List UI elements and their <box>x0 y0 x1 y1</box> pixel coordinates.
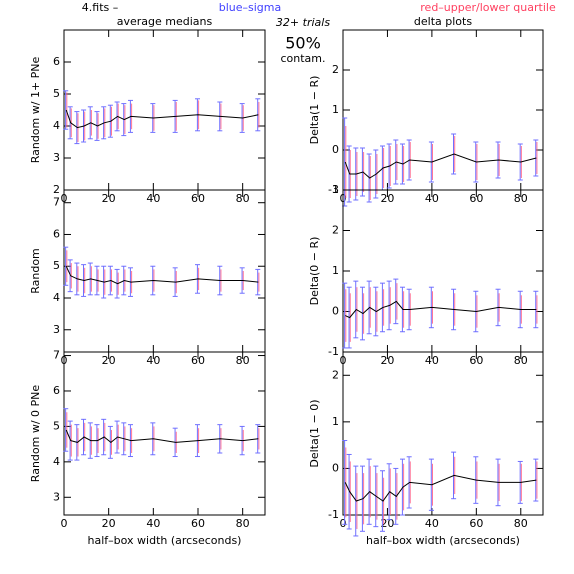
plot-frame <box>63 189 266 353</box>
x-tick-label: 80 <box>236 192 250 205</box>
y-tick-label: 7 <box>53 349 60 362</box>
panel-title: delta plots <box>414 15 472 28</box>
x-tick-label: 60 <box>191 517 205 530</box>
x-tick-label: 80 <box>514 517 528 530</box>
median-line <box>344 153 537 179</box>
plot-frame <box>342 29 544 191</box>
panel-title: average medians <box>117 15 213 28</box>
y-tick-label: 3 <box>53 151 60 164</box>
y-axis-label: Random w/ 0 PNe <box>29 385 42 483</box>
plot-frame <box>342 189 544 353</box>
y-tick-label: 2 <box>332 224 339 237</box>
y-tick-label: -1 <box>328 345 339 358</box>
x-tick-label: 40 <box>425 517 439 530</box>
x-axis-label: half–box width (arcseconds) <box>366 534 520 547</box>
y-tick-label: -1 <box>328 183 339 196</box>
y-tick-label: 6 <box>53 384 60 397</box>
file-label: 4.fits – <box>82 1 118 14</box>
median-line <box>65 109 259 129</box>
y-tick-label: 6 <box>53 227 60 240</box>
median-line <box>344 474 537 502</box>
y-tick-label: 0 <box>332 143 339 156</box>
x-tick-label: 0 <box>61 517 68 530</box>
x-tick-label: 60 <box>469 354 483 367</box>
x-tick-label: 20 <box>380 354 394 367</box>
x-tick-label: 80 <box>236 517 250 530</box>
y-tick-label: 3 <box>332 183 339 196</box>
x-tick-label: 20 <box>102 192 116 205</box>
x-tick-label: 40 <box>425 192 439 205</box>
y-tick-label: 5 <box>53 87 60 100</box>
median-line <box>65 429 259 444</box>
y-tick-label: 0 <box>332 305 339 318</box>
y-tick-label: 7 <box>53 196 60 209</box>
median-line <box>65 265 259 285</box>
y-tick-label: 2 <box>53 183 60 196</box>
y-tick-label: 4 <box>53 455 60 468</box>
x-tick-label: 20 <box>102 354 116 367</box>
y-tick-label: -1 <box>328 508 339 521</box>
x-tick-label: 60 <box>469 192 483 205</box>
y-tick-label: 2 <box>332 63 339 76</box>
sigma-note: blue–sigma <box>219 1 282 14</box>
y-tick-label: 0 <box>332 461 339 474</box>
x-tick-label: 20 <box>102 517 116 530</box>
y-tick-label: 3 <box>53 323 60 336</box>
x-tick-label: 60 <box>191 354 205 367</box>
contamination: 50% <box>285 34 321 53</box>
plot-frame <box>342 351 544 516</box>
y-tick-label: 4 <box>53 119 60 132</box>
x-tick-label: 80 <box>236 354 250 367</box>
y-axis-label: Delta(0 − R) <box>308 237 321 306</box>
plot-frame <box>63 29 266 191</box>
y-tick-label: 5 <box>53 419 60 432</box>
quartile-note: red–upper/lower quartile <box>420 1 556 14</box>
x-tick-label: 40 <box>146 354 160 367</box>
x-tick-label: 60 <box>469 517 483 530</box>
x-axis-label: half–box width (arcseconds) <box>88 534 242 547</box>
contamination-label: contam. <box>280 52 325 65</box>
y-tick-label: 3 <box>53 490 60 503</box>
y-axis-label: Random w/ 1+ PNe <box>29 56 42 163</box>
x-tick-label: 40 <box>146 192 160 205</box>
x-tick-label: 60 <box>191 192 205 205</box>
median-line <box>344 300 537 319</box>
y-tick-label: 1 <box>332 103 339 116</box>
trials-note: 32+ trials <box>276 16 330 29</box>
x-tick-label: 80 <box>514 192 528 205</box>
y-tick-label: 4 <box>53 291 60 304</box>
y-tick-label: 5 <box>53 259 60 272</box>
y-tick-label: 1 <box>332 415 339 428</box>
x-tick-label: 0 <box>340 517 347 530</box>
x-tick-label: 80 <box>514 354 528 367</box>
x-tick-label: 20 <box>380 192 394 205</box>
plot-frame <box>63 351 266 516</box>
y-tick-label: 6 <box>53 55 60 68</box>
y-tick-label: 1 <box>332 264 339 277</box>
y-axis-label: Random <box>29 248 42 294</box>
y-axis-label: Delta(1 − R) <box>308 76 321 145</box>
y-tick-label: 2 <box>332 368 339 381</box>
x-tick-label: 40 <box>425 354 439 367</box>
x-tick-label: 40 <box>146 517 160 530</box>
y-axis-label: Delta(1 − 0) <box>308 399 321 467</box>
